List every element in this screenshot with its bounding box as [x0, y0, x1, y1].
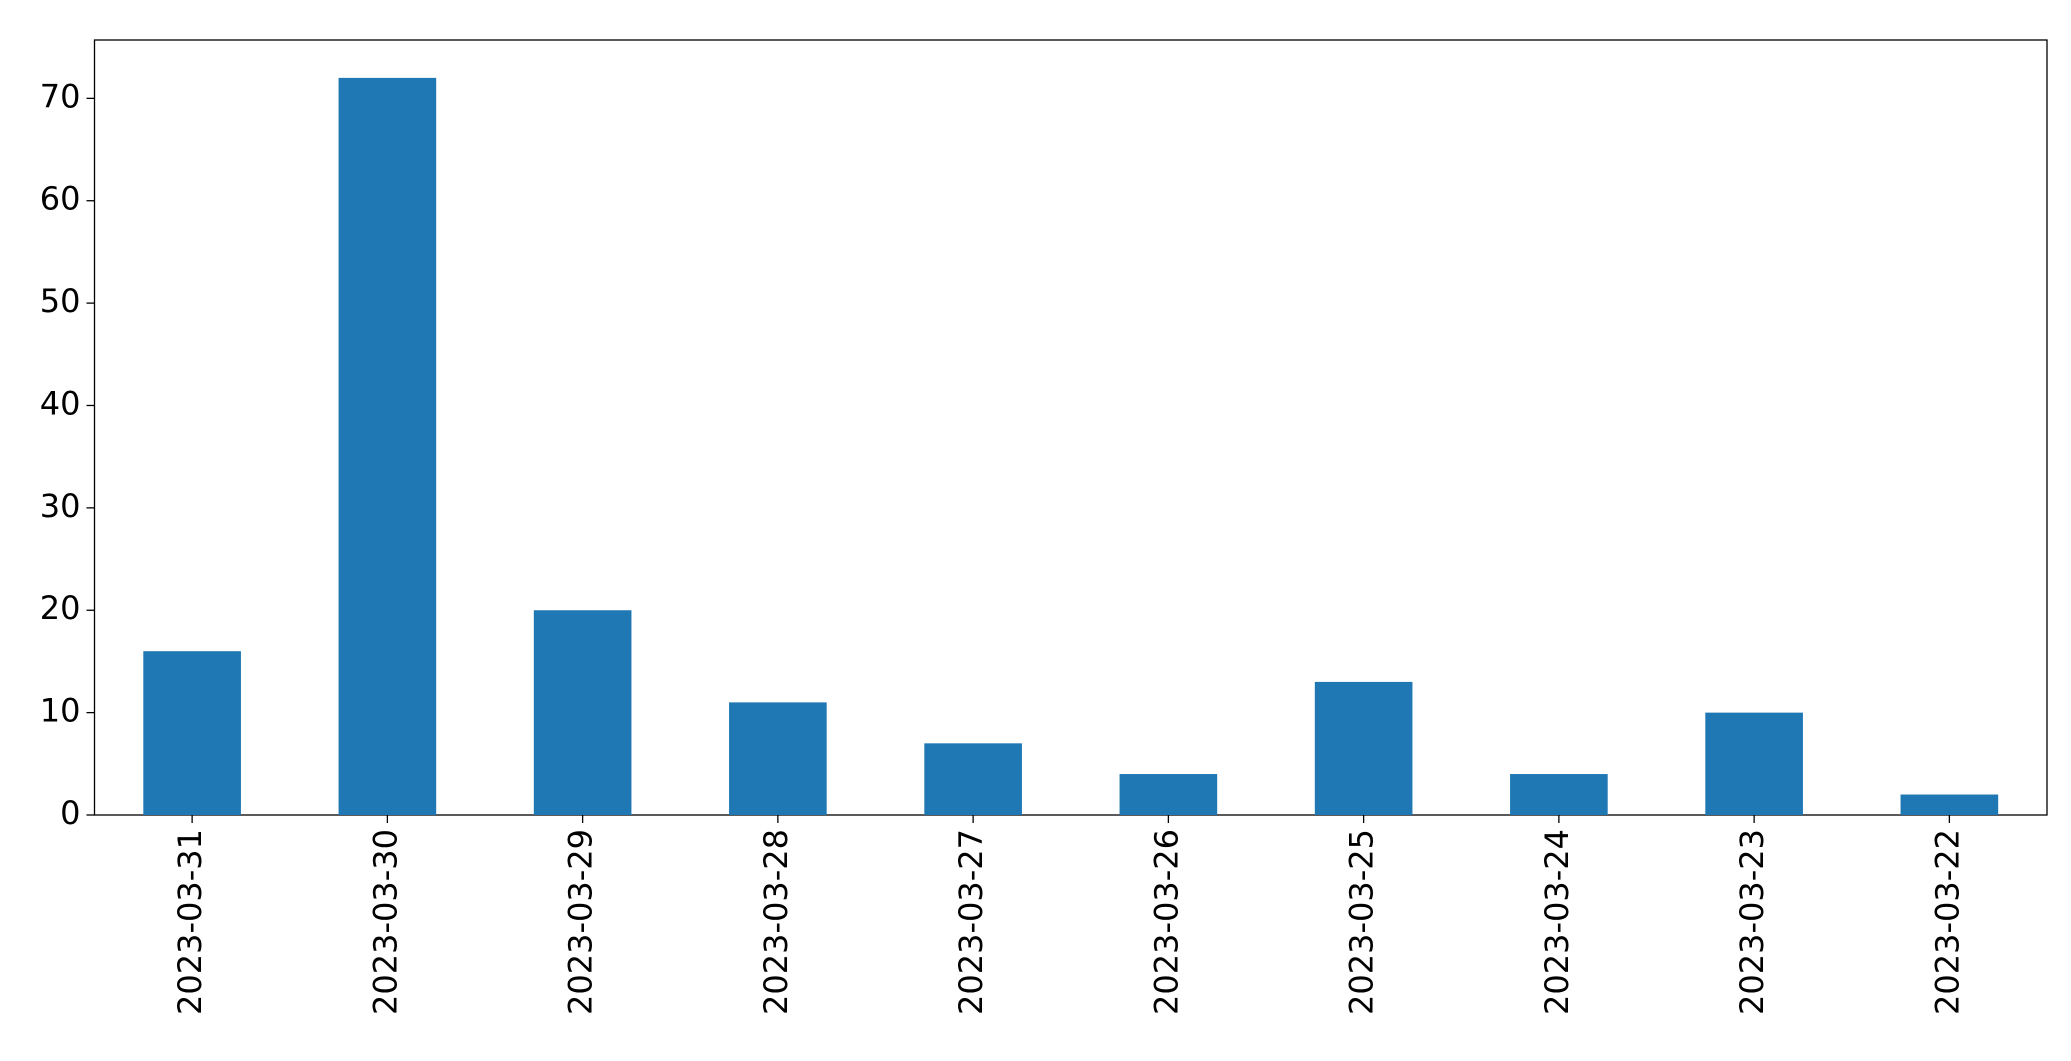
x-tick-label: 2023-03-27 — [952, 829, 990, 1015]
x-tick-label: 2023-03-24 — [1538, 829, 1576, 1015]
x-tick-label: 2023-03-26 — [1147, 829, 1185, 1015]
bar — [338, 77, 437, 816]
y-tick-label: 70 — [40, 77, 81, 115]
y-tick-label: 50 — [40, 282, 81, 320]
bar — [1510, 774, 1608, 815]
bar — [1119, 774, 1218, 815]
y-tick-label: 60 — [40, 180, 81, 218]
x-tick-label: 2023-03-31 — [171, 829, 209, 1015]
y-tick-label: 30 — [40, 487, 81, 525]
x-tick-label: 2023-03-29 — [562, 829, 600, 1015]
y-tick-label: 40 — [40, 384, 81, 422]
x-tick-label: 2023-03-25 — [1343, 829, 1381, 1015]
x-tick-label: 2023-03-23 — [1733, 829, 1771, 1015]
x-tick-label: 2023-03-30 — [366, 829, 404, 1015]
bar — [729, 702, 827, 815]
bar — [1314, 681, 1413, 815]
bar — [1705, 712, 1803, 815]
bar — [533, 610, 632, 815]
x-tick-label: 2023-03-22 — [1928, 829, 1966, 1015]
bar — [143, 651, 241, 815]
bar — [1900, 794, 1999, 815]
x-tick-label: 2023-03-28 — [757, 829, 795, 1015]
y-tick-label: 10 — [40, 692, 81, 730]
bar — [924, 743, 1022, 815]
plot-frame — [93, 39, 2048, 816]
y-tick-label: 0 — [60, 794, 80, 832]
y-tick-label: 20 — [40, 589, 81, 627]
